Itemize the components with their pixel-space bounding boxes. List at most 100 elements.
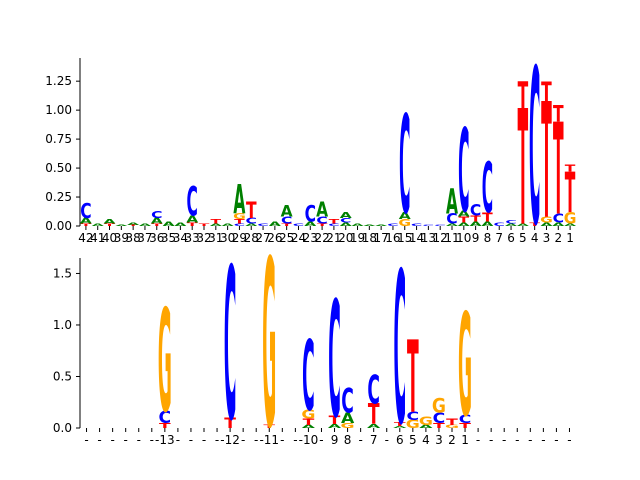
x-tick-label: - (215, 433, 219, 447)
logo-column-30: TCG (458, 284, 472, 448)
letter-T: T (482, 211, 493, 225)
x-tick-label: 25 (279, 231, 294, 245)
x-tick-label: 14 (409, 231, 424, 245)
letter-C: C (553, 212, 564, 226)
logo-column-23: ACA (340, 211, 353, 227)
x-tick-label: 23 (303, 231, 318, 245)
logo-column-38: ATT (517, 74, 529, 262)
x-tick-label: 1 (461, 433, 469, 447)
x-tick-label: - (528, 433, 532, 447)
logo-column-24: A (352, 223, 364, 227)
logo-column-22: CT (328, 218, 340, 227)
logo-column-23: ATC (367, 368, 380, 431)
letter-T: T (446, 417, 459, 427)
letter-T: T (368, 397, 380, 431)
x-tick-label: 38 (126, 231, 141, 245)
x-tick-label: 36 (149, 231, 164, 245)
letter-T: T (246, 197, 257, 224)
logo-column-7: TAC (151, 210, 164, 227)
logo-column-34: ATC (470, 200, 483, 227)
letter-G: G (341, 422, 355, 430)
letter-A: A (399, 211, 411, 222)
letter-C: C (302, 322, 315, 433)
letter-C: C (316, 216, 327, 227)
letter-C: C (341, 382, 354, 421)
letter-C: C (257, 223, 268, 227)
letter-T: T (459, 215, 470, 224)
letter-A: A (222, 223, 234, 227)
letter-T: T (407, 320, 419, 436)
x-tick-label: 11 (444, 231, 459, 245)
x-tick-label: -11 (259, 433, 279, 447)
x-tick-label: 32 (196, 231, 211, 245)
letter-C: C (387, 223, 398, 227)
x-tick-label: -12 (220, 433, 240, 447)
logo-column-2: A (92, 223, 104, 227)
x-tick-label: 2 (448, 433, 456, 447)
x-tick-label: - (541, 433, 545, 447)
x-tick-label: 21 (326, 231, 341, 245)
letter-A: A (458, 221, 470, 227)
letter-C: C (305, 200, 316, 227)
letter-A: A (341, 409, 355, 426)
letter-A: A (552, 221, 564, 227)
letter-G: G (432, 395, 446, 417)
letter-A: A (245, 223, 257, 227)
logo-column-30: C (423, 225, 434, 227)
x-tick-label: - (280, 433, 284, 447)
letter-C: C (234, 223, 245, 227)
x-tick-label: 7 (495, 231, 503, 245)
x-tick-label: 20 (338, 231, 353, 245)
letter-T: T (159, 422, 171, 430)
letter-C: C (433, 409, 446, 426)
letter-A: A (92, 223, 104, 227)
x-tick-label: 29 (232, 231, 247, 245)
x-tick-label: 7 (370, 433, 378, 447)
x-tick-label: 9 (472, 231, 480, 245)
letter-C: C (293, 223, 304, 227)
letter-G: G (419, 416, 433, 428)
logo-column-37: AC (505, 219, 517, 227)
letter-G: G (158, 280, 172, 444)
letter-A: A (269, 220, 282, 227)
letter-T: T (553, 101, 564, 128)
letter-G: G (398, 218, 411, 229)
x-tick-label: - (176, 433, 180, 447)
letter-C: C (459, 414, 472, 426)
x-tick-label: 5 (519, 231, 527, 245)
logo-column-36: C (494, 221, 505, 227)
logo-column-12: AT (210, 218, 222, 227)
letter-A: A (446, 223, 458, 227)
letter-T: T (565, 163, 576, 174)
letter-A: A (115, 225, 128, 227)
letter-C: C (367, 368, 380, 413)
x-tick-label: - (124, 433, 128, 447)
logo-column-17: A (269, 220, 282, 227)
logo-column-32: ACA (446, 182, 458, 227)
letter-A: A (367, 423, 380, 430)
letter-A: A (481, 220, 494, 227)
letter-A: A (80, 217, 93, 226)
letter-A: A (233, 178, 245, 224)
letter-A: A (470, 220, 483, 227)
x-tick-label: 4 (531, 231, 539, 245)
letter-T: T (529, 221, 540, 227)
x-tick-label: - (567, 433, 571, 447)
letter-A: A (363, 225, 376, 227)
logo-column-20: ATC (328, 268, 341, 454)
letter-A: A (328, 423, 341, 430)
letter-C: C (393, 227, 406, 471)
x-tick-label: 16 (385, 231, 400, 245)
y-tick-label: 0.5 (53, 369, 72, 383)
letter-A: A (139, 223, 151, 227)
x-tick-label: 6 (396, 433, 404, 447)
x-tick-label: - (137, 433, 141, 447)
y-tick-label: 1.25 (45, 74, 72, 88)
letter-A: A (210, 223, 222, 227)
x-tick-label: 15 (397, 231, 412, 245)
x-tick-label: 6 (507, 231, 515, 245)
x-tick-label: - (202, 433, 206, 447)
x-tick-label: 12 (433, 231, 448, 245)
